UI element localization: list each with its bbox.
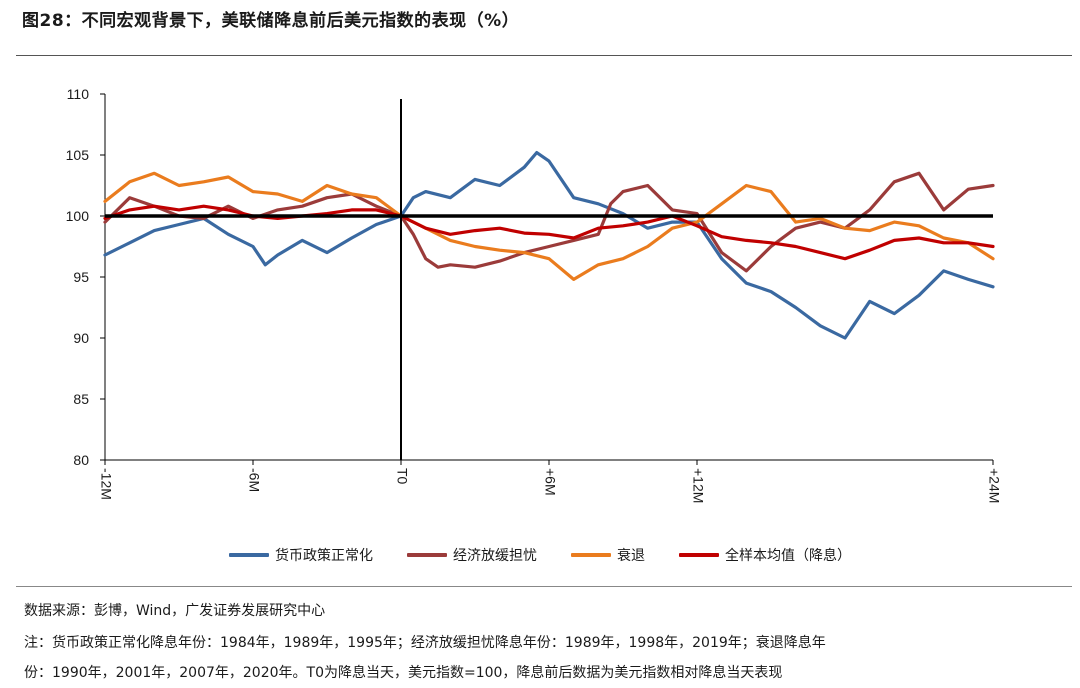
legend-label-3: 全样本均值（降息） <box>725 548 851 564</box>
source-divider <box>16 586 1072 587</box>
y-tick-label-3: 95 <box>73 269 89 285</box>
legend-item-2: 衰退 <box>571 545 645 565</box>
y-tick-label-0: 80 <box>73 452 89 468</box>
legend-item-3: 全样本均值（降息） <box>679 545 851 565</box>
line-chart: 80 85 90 95 100 105 110 -12M -6M T0 +6M +12M +24M <box>66 86 1003 503</box>
legend-label-1: 经济放缓担忧 <box>453 548 537 564</box>
series-line-2 <box>103 171 995 281</box>
footnote-line-1: 注：货币政策正常化降息年份：1984年，1989年，1995年；经济放缓担忧降息… <box>24 635 826 651</box>
series-line-3 <box>103 204 995 261</box>
legend-item-1: 经济放缓担忧 <box>407 545 537 565</box>
y-tick-label-2: 90 <box>73 330 89 346</box>
x-tick-label-3: +6M <box>542 468 558 496</box>
footnote-line-2: 份：1990年，2001年，2007年，2020年。T0为降息当天，美元指数=1… <box>24 665 783 681</box>
data-source: 数据来源：彭博，Wind，广发证券发展研究中心 <box>24 603 326 619</box>
legend-swatch-0 <box>229 553 269 557</box>
x-tick-label-5: +24M <box>986 468 1002 503</box>
y-tick-label-1: 85 <box>73 391 89 407</box>
x-tick-label-0: -12M <box>98 468 114 500</box>
legend-swatch-3 <box>679 553 719 557</box>
legend-label-0: 货币政策正常化 <box>275 548 373 564</box>
figure-title: 图28：不同宏观背景下，美联储降息前后美元指数的表现（%） <box>22 11 520 31</box>
y-tick-label-6: 110 <box>67 86 90 102</box>
chart-legend: 货币政策正常化 经济放缓担忧 衰退 全样本均值（降息） <box>0 545 1080 565</box>
y-tick-label-5: 105 <box>66 147 90 163</box>
legend-swatch-1 <box>407 553 447 557</box>
y-tick-label-4: 100 <box>66 208 90 224</box>
series-line-1 <box>103 171 995 273</box>
x-tick-label-4: +12M <box>690 468 706 503</box>
legend-label-2: 衰退 <box>617 548 645 564</box>
series-line-0 <box>103 150 995 340</box>
x-tick-label-1: -6M <box>246 468 262 492</box>
legend-item-0: 货币政策正常化 <box>229 545 373 565</box>
legend-swatch-2 <box>571 553 611 557</box>
title-divider <box>16 55 1072 56</box>
x-tick-label-2: T0 <box>394 468 410 485</box>
